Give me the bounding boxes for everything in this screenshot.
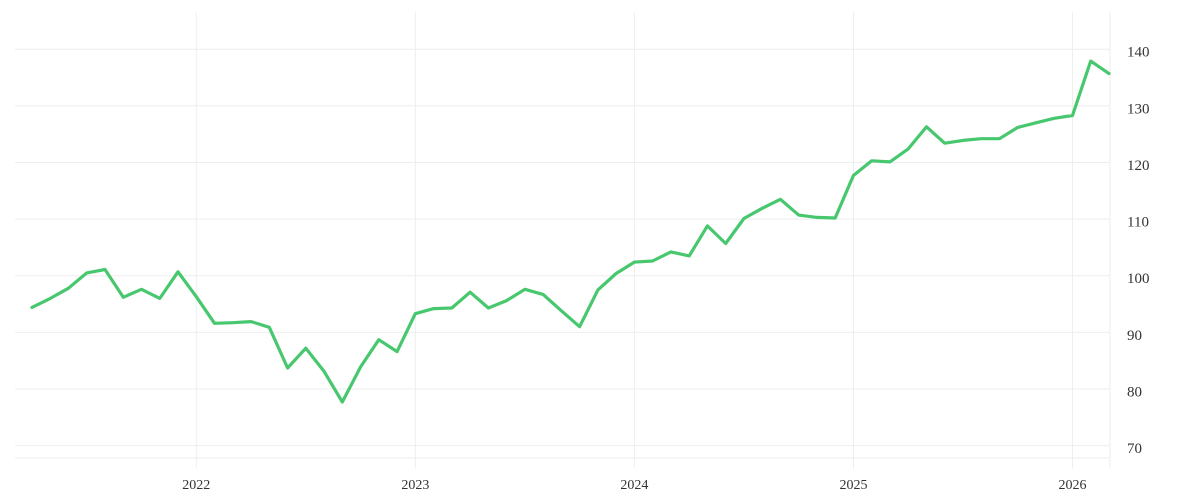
svg-text:90: 90 (1127, 328, 1142, 344)
svg-text:70: 70 (1127, 441, 1142, 457)
svg-text:80: 80 (1127, 385, 1142, 401)
svg-text:110: 110 (1127, 215, 1149, 231)
svg-text:2025: 2025 (839, 478, 867, 493)
svg-text:2024: 2024 (620, 478, 648, 493)
svg-text:120: 120 (1127, 158, 1150, 174)
svg-text:2022: 2022 (182, 478, 210, 493)
svg-text:140: 140 (1127, 45, 1150, 61)
svg-text:2026: 2026 (1059, 478, 1087, 493)
svg-text:130: 130 (1127, 101, 1150, 117)
svg-text:2023: 2023 (401, 478, 429, 493)
svg-text:100: 100 (1127, 271, 1150, 287)
